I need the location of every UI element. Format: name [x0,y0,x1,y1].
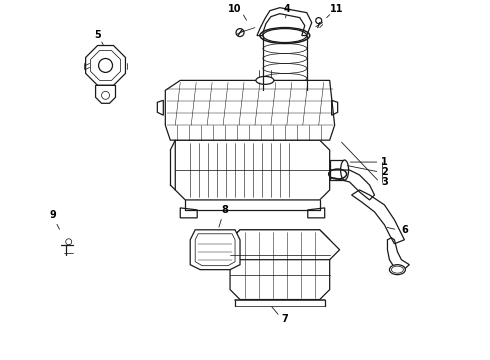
Text: 5: 5 [94,30,101,40]
Circle shape [101,91,110,99]
Text: 4: 4 [283,4,290,14]
Text: 1: 1 [381,157,388,167]
Text: 3: 3 [381,177,388,187]
Circle shape [66,239,72,245]
Circle shape [316,18,322,24]
Text: 8: 8 [221,205,228,215]
Ellipse shape [341,160,348,180]
Polygon shape [190,230,240,270]
Ellipse shape [256,76,274,84]
Polygon shape [230,230,330,300]
Text: 6: 6 [401,225,408,235]
Circle shape [236,28,244,37]
Text: 2: 2 [381,167,388,177]
Polygon shape [165,80,335,140]
Circle shape [98,58,113,72]
Text: 10: 10 [228,4,242,14]
Polygon shape [220,230,340,260]
Text: 7: 7 [281,314,288,324]
Text: 9: 9 [49,210,56,220]
Polygon shape [175,140,330,200]
Text: 11: 11 [330,4,343,14]
Ellipse shape [263,28,307,42]
Ellipse shape [263,84,307,97]
Ellipse shape [390,265,405,275]
